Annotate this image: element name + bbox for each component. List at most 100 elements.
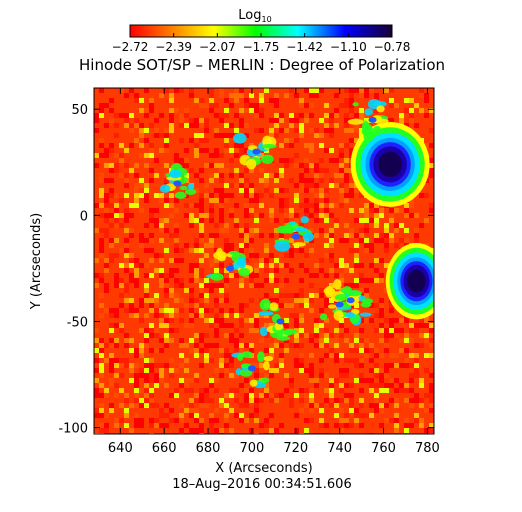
- heatmap-cell: [409, 198, 414, 203]
- heatmap-cell: [194, 333, 199, 338]
- heatmap-cell: [229, 158, 234, 163]
- heatmap-cell: [359, 328, 364, 333]
- heatmap-cell: [354, 418, 359, 423]
- heatmap-cell: [359, 208, 364, 213]
- heatmap-cell: [354, 243, 359, 248]
- heatmap-cell: [134, 98, 139, 103]
- heatmap-cell: [194, 173, 199, 178]
- heatmap-cell: [234, 113, 239, 118]
- heatmap-cell: [249, 298, 254, 303]
- heatmap-cell: [364, 88, 369, 93]
- heatmap-cell: [304, 183, 309, 188]
- heatmap-cell: [189, 298, 194, 303]
- heatmap-cell: [304, 208, 309, 213]
- x-axis-label: X (Arcseconds): [215, 461, 312, 476]
- heatmap-cell: [119, 153, 124, 158]
- heatmap-cell: [429, 128, 434, 133]
- heatmap-cell: [209, 243, 214, 248]
- network-patch: [259, 326, 268, 337]
- heatmap-cell: [269, 133, 274, 138]
- network-patch: [260, 377, 270, 384]
- heatmap-cell: [199, 218, 204, 223]
- network-patch: [319, 313, 328, 321]
- heatmap-cell: [404, 398, 409, 403]
- heatmap-cell: [374, 213, 379, 218]
- heatmap-cell: [139, 128, 144, 133]
- heatmap-cell: [264, 423, 269, 428]
- heatmap-cell: [349, 398, 354, 403]
- heatmap-cell: [189, 378, 194, 383]
- heatmap-cell: [144, 288, 149, 293]
- network-patch: [289, 221, 296, 226]
- heatmap-cell: [209, 263, 214, 268]
- heatmap-cell: [194, 408, 199, 413]
- heatmap-cell: [164, 338, 169, 343]
- heatmap-cell: [324, 333, 329, 338]
- heatmap-cell: [399, 118, 404, 123]
- heatmap-cell: [394, 398, 399, 403]
- heatmap-cell: [414, 418, 419, 423]
- heatmap-cell: [269, 98, 274, 103]
- heatmap-cell: [114, 163, 119, 168]
- heatmap-cell: [329, 158, 334, 163]
- heatmap-cell: [109, 253, 114, 258]
- heatmap-cell: [289, 383, 294, 388]
- heatmap-cell: [114, 308, 119, 313]
- heatmap-cell: [274, 188, 279, 193]
- heatmap-cell: [209, 318, 214, 323]
- heatmap-cell: [104, 208, 109, 213]
- heatmap-cell: [294, 93, 299, 98]
- heatmap-cell: [304, 298, 309, 303]
- heatmap-cell: [104, 283, 109, 288]
- heatmap-cell: [164, 283, 169, 288]
- heatmap-cell: [284, 198, 289, 203]
- heatmap-cell: [94, 393, 99, 398]
- heatmap-cell: [279, 168, 284, 173]
- heatmap-cell: [229, 393, 234, 398]
- heatmap-cell: [429, 423, 434, 428]
- heatmap-cell: [149, 208, 154, 213]
- heatmap-cell: [414, 393, 419, 398]
- heatmap-cell: [119, 113, 124, 118]
- heatmap-cell: [304, 103, 309, 108]
- heatmap-cell: [359, 318, 364, 323]
- heatmap-cell: [359, 363, 364, 368]
- heatmap-cell: [174, 198, 179, 203]
- heatmap-cell: [339, 368, 344, 373]
- heatmap-cell: [259, 283, 264, 288]
- heatmap-cell: [209, 258, 214, 263]
- heatmap-cell: [209, 108, 214, 113]
- heatmap-cell: [334, 338, 339, 343]
- heatmap-cell: [254, 263, 259, 268]
- heatmap-cell: [104, 163, 109, 168]
- heatmap-cell: [389, 238, 394, 243]
- heatmap-cell: [264, 278, 269, 283]
- heatmap-cell: [324, 198, 329, 203]
- heatmap-cell: [279, 293, 284, 298]
- heatmap-cell: [379, 238, 384, 243]
- heatmap-cell: [334, 158, 339, 163]
- heatmap-cell: [349, 408, 354, 413]
- heatmap-cell: [229, 123, 234, 128]
- heatmap-cell: [304, 303, 309, 308]
- heatmap-cell: [319, 293, 324, 298]
- heatmap-cell: [354, 188, 359, 193]
- heatmap-cell: [364, 218, 369, 223]
- heatmap-cell: [344, 128, 349, 133]
- heatmap-cell: [394, 418, 399, 423]
- heatmap-cell: [304, 393, 309, 398]
- heatmap-cell: [164, 293, 169, 298]
- heatmap-cell: [359, 218, 364, 223]
- heatmap-cell: [224, 283, 229, 288]
- heatmap-cell: [349, 108, 354, 113]
- heatmap-cell: [279, 188, 284, 193]
- heatmap-cell: [259, 93, 264, 98]
- heatmap-cell: [199, 178, 204, 183]
- heatmap-cell: [429, 208, 434, 213]
- heatmap-cell: [269, 373, 274, 378]
- heatmap-cell: [344, 118, 349, 123]
- heatmap-cell: [239, 233, 244, 238]
- heatmap-cell: [419, 108, 424, 113]
- heatmap-cell: [99, 383, 104, 388]
- heatmap-cell: [354, 348, 359, 353]
